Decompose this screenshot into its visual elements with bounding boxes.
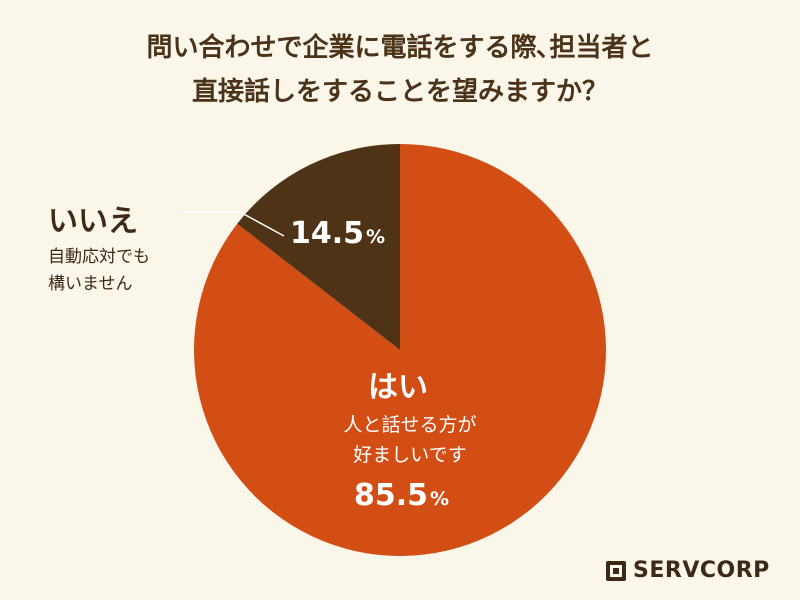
- no-sublabel-line1: 自動応対でも: [48, 247, 150, 267]
- no-label: いいえ: [48, 204, 138, 239]
- yes-value: 85.5: [354, 478, 429, 513]
- no-sublabel-line2: 構いません: [48, 274, 133, 294]
- servcorp-logo-icon: [606, 560, 626, 581]
- yes-sublabel-line1: 人と話せる方が: [343, 414, 477, 436]
- pie-slice-no: [237, 144, 400, 350]
- yes-sublabel-line2: 好ましいです: [353, 444, 467, 466]
- yes-label: はい: [368, 370, 428, 405]
- chart-title: 問い合わせで企業に電話をする際､担当者と 直接話しをすることを望みますか？: [0, 26, 800, 114]
- yes-sublabel: 人と話せる方が 好ましいです: [300, 410, 520, 470]
- no-leader-line: [182, 211, 285, 237]
- chart-title-line1: 問い合わせで企業に電話をする際､担当者と: [146, 33, 654, 63]
- no-sublabel: 自動応対でも 構いません: [48, 244, 150, 298]
- yes-percent-sign: %: [430, 488, 450, 510]
- servcorp-logo-text: SERVCORP: [633, 558, 770, 583]
- no-percent-sign: %: [366, 226, 386, 248]
- chart-title-line2: 直接話しをすることを望みますか？: [191, 77, 608, 107]
- no-value: 14.5: [290, 216, 365, 251]
- no-value-label: 14.5%: [290, 216, 385, 251]
- servcorp-logo: SERVCORP: [605, 558, 770, 583]
- yes-value-label: 85.5%: [354, 478, 449, 513]
